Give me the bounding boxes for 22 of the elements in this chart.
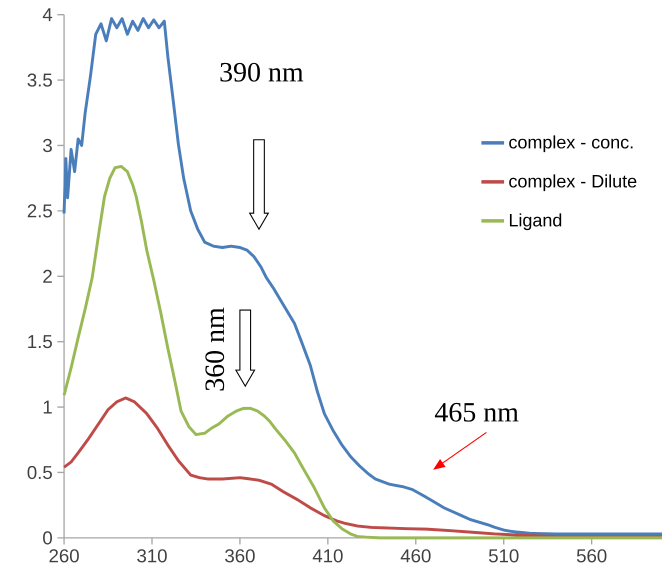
annotation: 360 nm: [205, 308, 224, 391]
y-tick-label: 0: [43, 531, 52, 545]
annotation: 465 nm: [434, 403, 518, 422]
annotation: 390 nm: [220, 63, 304, 82]
y-tick-label: 4: [42, 8, 52, 22]
y-tick-label: 3: [43, 139, 52, 152]
y-tick-label: 1.5: [28, 335, 52, 348]
y-tick-label: 2.5: [28, 204, 52, 218]
legend-label: complex - conc.: [509, 136, 632, 152]
x-tick-label: 360: [225, 549, 255, 563]
y-tick-label: 1: [44, 400, 52, 414]
x-tick-label: 460: [400, 549, 431, 563]
x-tick-label: 510: [488, 549, 519, 563]
x-tick-label: 560: [576, 549, 606, 563]
x-tick-label: 410: [312, 549, 343, 563]
x-tick-label: 310: [137, 549, 167, 563]
y-tick-label: 0.5: [28, 466, 52, 480]
x-tick-label: 260: [49, 549, 79, 563]
legend-label: Ligand: [510, 214, 562, 230]
y-tick-label: 2: [43, 270, 52, 283]
legend-label: complex - Dilute: [509, 174, 636, 192]
y-tick-label: 3.5: [28, 74, 52, 87]
